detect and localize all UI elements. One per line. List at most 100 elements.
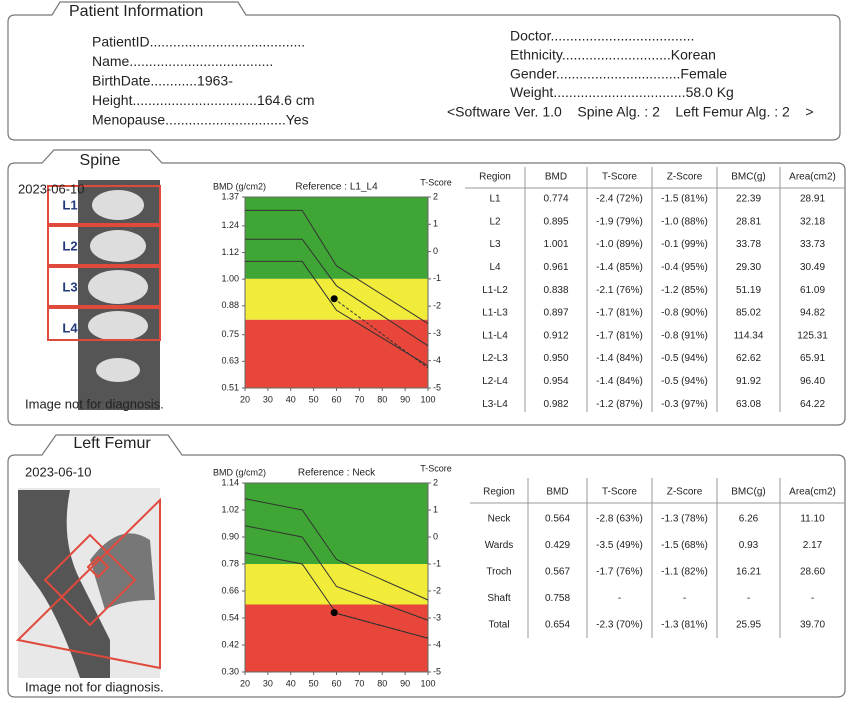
table-cell: 0.654	[545, 620, 570, 631]
table-cell: 1.001	[543, 239, 568, 250]
y-tick-label: 0.78	[221, 558, 239, 568]
table-cell: -1.5 (81%)	[661, 194, 708, 205]
y2-axis-label: T-Score	[420, 463, 452, 473]
table-cell: 85.02	[736, 308, 761, 319]
reference-line	[244, 552, 429, 639]
x-tick-label: 40	[286, 678, 296, 688]
table-cell: 28.60	[800, 567, 825, 578]
y-tick-label: 0.63	[221, 356, 239, 366]
table-cell: Total	[488, 620, 509, 631]
table-cell: -1.7 (81%)	[596, 330, 643, 341]
y-tick-label: 1.00	[221, 274, 239, 284]
y-tick-label: 1.12	[221, 247, 239, 257]
y2-tick-label: -5	[433, 666, 441, 676]
table-header: BMC(g)	[731, 487, 765, 498]
table-cell: -	[683, 593, 686, 604]
y2-tick-label: 1	[433, 504, 438, 514]
y-tick-label: 0.54	[221, 612, 239, 622]
section-title: Left Femur	[73, 435, 151, 452]
table-cell: 94.82	[800, 308, 825, 319]
table-cell: 96.40	[800, 376, 825, 387]
x-tick-label: 80	[377, 394, 387, 404]
field-label: Menopause...............................	[92, 112, 286, 128]
table-cell: L3	[489, 239, 501, 250]
table-cell: 125.31	[797, 330, 828, 341]
y-axis-label: BMD (g/cm2)	[213, 467, 266, 477]
table-cell: L1-L4	[482, 330, 508, 341]
field-label: Ethnicity............................	[510, 47, 671, 63]
table-header: Region	[483, 487, 515, 498]
table-cell: 0.564	[545, 514, 570, 525]
y2-tick-label: -2	[433, 301, 441, 311]
table-cell: 22.39	[736, 194, 761, 205]
x-tick-label: 40	[286, 394, 296, 404]
spine-frame	[7, 149, 846, 426]
table-cell: L2-L3	[482, 353, 508, 364]
disclaimer: Image not for diagnosis.	[25, 396, 164, 411]
field-value: Female	[680, 65, 727, 81]
y-tick-label: 1.14	[221, 477, 239, 487]
field-label: Weight..................................	[510, 84, 686, 100]
field-label: Doctor..................................…	[510, 28, 694, 44]
table-cell: 114.34	[734, 330, 764, 341]
table-cell: 91.92	[736, 376, 761, 387]
vertebra-label: L1	[62, 197, 77, 212]
scan-date: 2023-06-10	[25, 464, 92, 479]
table-cell: 64.22	[800, 399, 825, 410]
table-cell: Neck	[488, 514, 512, 525]
table-cell: 28.91	[800, 194, 825, 205]
table-cell: 30.49	[800, 262, 825, 273]
table-cell: -1.7 (81%)	[596, 308, 643, 319]
x-tick-label: 70	[354, 394, 364, 404]
table-cell: 0.895	[543, 216, 568, 227]
femur-image	[15, 488, 161, 678]
zone	[245, 483, 428, 564]
table-header: BMC(g)	[731, 172, 765, 183]
table-cell: -1.4 (85%)	[596, 262, 643, 273]
table-cell: -2.3 (70%)	[596, 620, 643, 631]
x-tick-label: 20	[240, 394, 250, 404]
table-cell: 0.954	[543, 376, 568, 387]
field-value: 164.6 cm	[257, 92, 315, 108]
table-cell: -1.4 (84%)	[596, 376, 643, 387]
table-cell: -	[811, 593, 814, 604]
zone	[245, 197, 428, 279]
x-tick-label: 30	[263, 678, 273, 688]
y-tick-label: 0.90	[221, 531, 239, 541]
x-tick-label: 100	[420, 678, 435, 688]
patient-point	[330, 295, 338, 303]
zone	[245, 564, 428, 605]
table-cell: 0.774	[543, 194, 568, 205]
table-cell: -3.5 (49%)	[596, 540, 643, 551]
x-tick-label: 90	[400, 394, 410, 404]
table-header: T-Score	[602, 487, 637, 498]
x-tick-label: 70	[354, 678, 364, 688]
x-tick-label: 80	[377, 678, 387, 688]
table-cell: 0.897	[543, 308, 568, 319]
vertebra-label: L2	[62, 238, 77, 253]
x-tick-label: 50	[309, 394, 319, 404]
field-label: Gender................................	[510, 65, 680, 81]
table-cell: 29.30	[736, 262, 761, 273]
table-cell: 39.70	[800, 620, 825, 631]
x-tick-label: 100	[420, 394, 435, 404]
section-title: Spine	[80, 152, 121, 169]
table-cell: -	[618, 593, 621, 604]
table-cell: 32.18	[800, 216, 825, 227]
y2-tick-label: -3	[433, 328, 441, 338]
table-cell: -1.2 (87%)	[596, 399, 643, 410]
table-cell: -1.1 (82%)	[661, 567, 708, 578]
y-tick-label: 0.75	[221, 329, 239, 339]
table-cell: L1	[489, 194, 501, 205]
table-cell: L2-L4	[482, 376, 508, 387]
table-cell: -2.8 (63%)	[596, 514, 643, 525]
software-info: <Software Ver. 1.0 Spine Alg. : 2 Left F…	[447, 104, 814, 120]
table-cell: -0.8 (90%)	[661, 308, 708, 319]
table-cell: Troch	[486, 567, 511, 578]
y2-axis-label: T-Score	[420, 177, 452, 187]
x-tick-label: 60	[331, 394, 341, 404]
table-cell: -	[747, 593, 750, 604]
x-tick-label: 60	[331, 678, 341, 688]
table-cell: 11.10	[800, 514, 825, 525]
